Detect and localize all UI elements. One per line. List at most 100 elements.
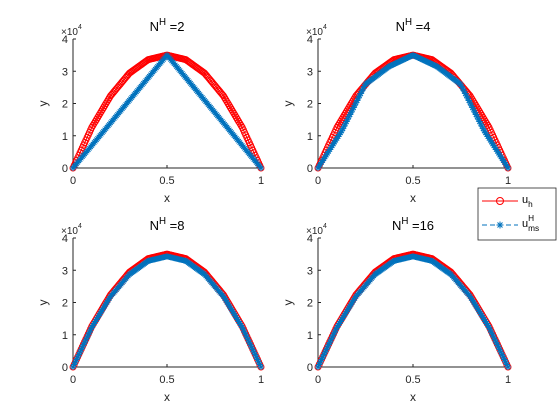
data-point-star [325, 341, 332, 348]
data-point-star [343, 308, 350, 315]
data-point-star [230, 310, 237, 317]
legend-label: uH ms [522, 214, 539, 233]
data-point-circle [199, 68, 207, 76]
data-point-star [75, 351, 82, 358]
data-point-star [221, 295, 228, 302]
data-point-star [329, 334, 336, 341]
data-point-star [474, 113, 481, 120]
legend-entry: uh [482, 194, 533, 209]
data-point-star [328, 336, 335, 343]
data-point-star [87, 326, 94, 333]
data-point-star [71, 361, 78, 368]
data-point-star [91, 320, 98, 327]
data-point-star [73, 356, 80, 363]
data-point-star [72, 359, 79, 366]
subplot-title-sup: H [159, 17, 166, 28]
data-point-star [469, 104, 476, 111]
y-tick-label: 2 [62, 99, 68, 111]
y-tick-label: 4 [307, 233, 313, 245]
series-u-ms-H [315, 52, 511, 171]
x-tick-label: 0 [315, 175, 321, 187]
data-point-star [341, 123, 348, 130]
data-point-star [349, 106, 356, 113]
y-exponent-label-base: ×10 [306, 27, 323, 38]
y-exponent-label-sup: 4 [323, 24, 327, 31]
legend-label-sub: h [528, 200, 533, 209]
data-point-star [353, 99, 359, 106]
data-point-star [344, 306, 351, 313]
data-point-star [348, 109, 355, 116]
data-point-star [330, 331, 337, 338]
data-point-star [235, 318, 242, 325]
data-point-star [223, 299, 230, 306]
subplot-4: 0 0.5 1 0 1 2 3 4×104 x y NH =16 [281, 216, 512, 404]
data-point-star [94, 314, 101, 321]
data-point-star [74, 354, 81, 361]
data-point-star [351, 295, 358, 302]
legend-label-sup: H [528, 214, 534, 223]
data-point-star [478, 312, 485, 319]
y-tick-label: 3 [307, 265, 313, 277]
data-point-star [84, 334, 91, 341]
data-point-star [480, 125, 487, 132]
data-point-star [342, 120, 349, 127]
data-point-star [496, 346, 503, 353]
data-point-star [233, 314, 240, 321]
data-point-star [358, 88, 365, 95]
data-point-star [486, 324, 492, 331]
data-point-star [469, 297, 476, 304]
y-tick-label: 4 [62, 233, 68, 245]
legend-label-sub: ms [528, 224, 539, 233]
data-point-star [324, 344, 331, 351]
data-point-star [470, 106, 477, 113]
data-point-star [501, 356, 508, 363]
series-line [72, 54, 262, 169]
data-point-star [345, 304, 352, 311]
data-point-star [252, 351, 259, 358]
data-point-star [348, 301, 355, 308]
series-line [317, 54, 509, 169]
data-point-star [351, 102, 358, 109]
y-tick-label: 2 [307, 298, 313, 310]
subplot-title-sup: H [159, 216, 166, 227]
data-point-star [342, 310, 349, 317]
data-point-star [315, 364, 321, 370]
data-point-star [337, 318, 344, 325]
data-point-star [471, 301, 478, 308]
y-tick-label: 0 [307, 163, 313, 175]
data-point-star [226, 303, 233, 310]
data-point-star [487, 326, 494, 333]
data-point-star [354, 97, 361, 104]
data-point-star [332, 326, 339, 333]
y-axis-label: y [36, 300, 50, 306]
x-tick-label: 1 [258, 175, 264, 187]
data-point-star [228, 306, 235, 313]
legend-label-base: u [522, 218, 528, 230]
y-exponent-label: ×104 [61, 223, 82, 237]
series-u-h [314, 250, 512, 371]
series-u-ms-H [70, 253, 264, 370]
y-tick-label: 1 [62, 330, 68, 342]
data-point-star [458, 83, 465, 90]
data-point-star [505, 364, 511, 370]
data-point-star [238, 322, 245, 329]
data-point-star [227, 304, 234, 311]
subplot-title-sup: H [405, 17, 412, 28]
subplot-title: NH =16 [392, 216, 434, 233]
data-point-star [102, 301, 109, 308]
data-point-star [343, 118, 350, 125]
series-u-h [314, 51, 512, 172]
data-point-star [482, 318, 489, 325]
y-tick-label: 0 [62, 362, 68, 374]
data-point-star [240, 326, 247, 333]
data-point-star [101, 303, 108, 310]
data-point-star [472, 111, 479, 118]
data-point-star [477, 310, 484, 317]
data-point-star [326, 339, 333, 346]
subplot-2: 0 0.5 1 0 1 2 3 4×104 x y NH =4 [281, 17, 512, 205]
data-point-star [338, 316, 345, 323]
x-tick-label: 0.5 [405, 374, 420, 386]
data-point-star [476, 118, 483, 125]
y-tick-label: 3 [62, 66, 68, 78]
data-point-star [465, 97, 472, 104]
